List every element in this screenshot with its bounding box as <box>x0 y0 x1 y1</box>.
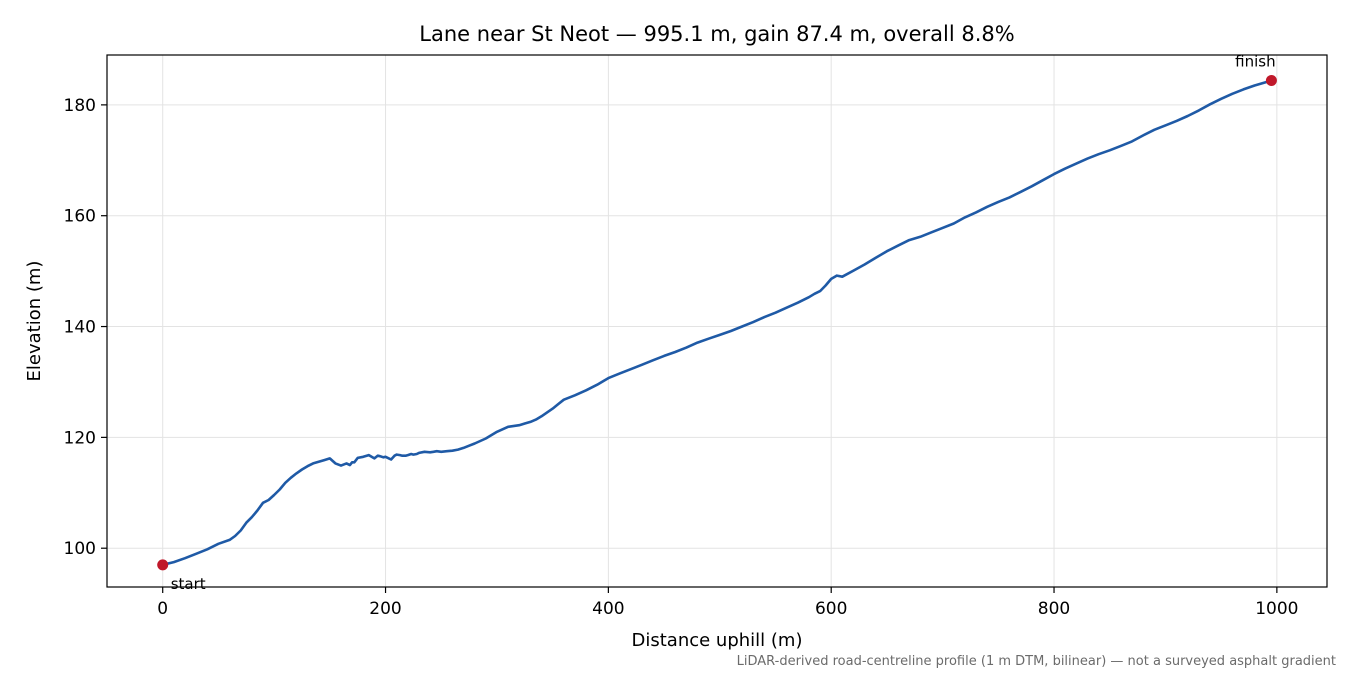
start-marker <box>157 559 169 571</box>
elevation-profile-line <box>162 79 1272 567</box>
chart-footnote: LiDAR-derived road-centreline profile (1… <box>737 654 1336 669</box>
y-tick-label: 140 <box>64 318 96 338</box>
finish-marker <box>1265 74 1277 86</box>
x-tick-label: 600 <box>815 599 847 619</box>
x-tick-label: 400 <box>592 599 624 619</box>
grid <box>107 55 1327 587</box>
finish-label: finish <box>1235 52 1275 70</box>
x-tick-label: 0 <box>157 599 168 619</box>
y-tick-label: 100 <box>64 539 96 559</box>
y-tick-label: 120 <box>64 428 96 448</box>
y-tick-label: 180 <box>64 96 96 116</box>
start-label: start <box>171 575 206 593</box>
y-tick-label: 160 <box>64 207 96 227</box>
x-tick-label: 1000 <box>1255 599 1298 619</box>
x-axis-label: Distance uphill (m) <box>632 630 803 651</box>
x-tick-label: 200 <box>369 599 401 619</box>
axis-ticks: 0 200 400 600 800 1000 100 120 140 160 180 <box>64 96 1299 619</box>
endpoint-markers: start finish <box>157 52 1277 593</box>
chart-title: Lane near St Neot — 995.1 m, gain 87.4 m… <box>419 22 1014 46</box>
y-axis-label: Elevation (m) <box>24 261 45 382</box>
x-tick-label: 800 <box>1038 599 1070 619</box>
plot-area-frame <box>106 54 1328 588</box>
